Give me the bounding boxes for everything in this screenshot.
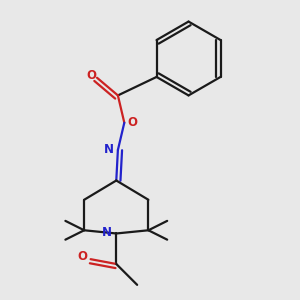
Text: O: O [78,250,88,263]
Text: N: N [102,226,112,239]
Text: O: O [127,116,137,129]
Text: N: N [104,143,114,156]
Text: O: O [86,69,96,82]
